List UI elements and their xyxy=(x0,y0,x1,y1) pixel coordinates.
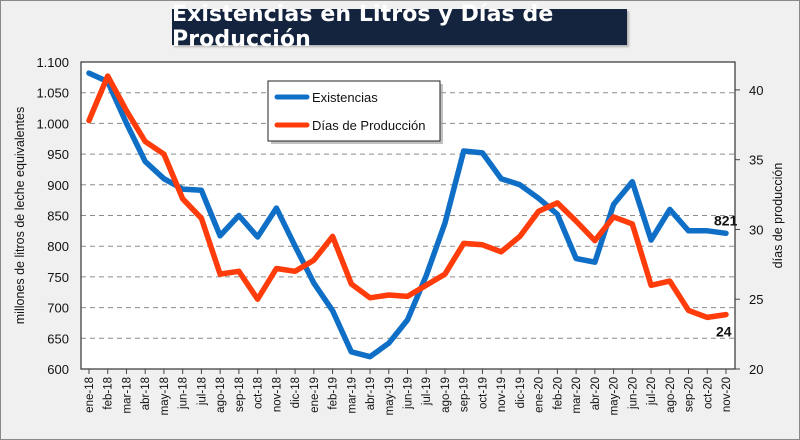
x-tick-label: abr-18 xyxy=(140,377,152,410)
x-tick-label: ago-18 xyxy=(215,377,227,413)
series-line-dias-produccion xyxy=(86,73,729,321)
x-tick-label: feb-19 xyxy=(328,377,340,410)
x-tick-label: sep-20 xyxy=(684,377,696,412)
x-tick-label: sep-19 xyxy=(459,377,471,412)
x-tick-label: jun-19 xyxy=(403,377,415,410)
x-tick-label: jul-19 xyxy=(421,377,433,406)
y-tick-label: 1.050 xyxy=(36,86,69,101)
x-tick-label: ago-19 xyxy=(440,377,452,413)
legend-label-existencias: Existencias xyxy=(312,90,378,105)
x-tick-label: jun-20 xyxy=(627,377,639,410)
x-tick-label: jun-18 xyxy=(178,377,190,410)
x-tick-label: sep-18 xyxy=(234,377,246,412)
x-tick-label: ene-20 xyxy=(534,377,546,413)
y2-tick-label: 35 xyxy=(749,153,763,168)
chart-title: Existencias en Litros y Días de Producci… xyxy=(172,2,554,52)
y-tick-label: 700 xyxy=(47,301,69,316)
y-tick-label: 750 xyxy=(47,270,69,285)
end-label-dias-produccion: 24 xyxy=(716,324,732,340)
x-tick-label: dic-18 xyxy=(290,377,302,408)
legend-label-dias-produccion: Días de Producción xyxy=(312,118,425,133)
x-tick-label: oct-19 xyxy=(477,377,489,409)
x-tick-label: ene-19 xyxy=(309,377,321,413)
y-axis-right: 20 25 30 35 40 xyxy=(735,83,763,377)
y-axis-left: 600 650 700 750 800 850 900 950 1.000 1.050 1.100 xyxy=(36,55,69,377)
end-label-existencias: 821 xyxy=(714,212,738,228)
x-tick-label: feb-20 xyxy=(552,377,564,410)
x-tick-label: abr-20 xyxy=(590,377,602,410)
y-tick-label: 900 xyxy=(47,178,69,193)
x-tick-label: nov-19 xyxy=(496,377,508,412)
x-tick-label: may-19 xyxy=(384,377,396,415)
y-axis-title: millones de litros de leche equivalentes xyxy=(13,107,27,325)
x-tick-label: ago-20 xyxy=(665,377,677,413)
x-tick-label: jul-18 xyxy=(196,377,208,406)
x-tick-label: jul-20 xyxy=(646,377,658,406)
x-tick-label: may-18 xyxy=(159,377,171,415)
y-tick-label: 950 xyxy=(47,147,69,162)
y2-tick-label: 30 xyxy=(749,222,763,237)
x-tick-label: feb-18 xyxy=(103,377,115,410)
x-tick-label: nov-18 xyxy=(271,377,283,412)
x-tick-label: oct-20 xyxy=(702,377,714,409)
y2-axis-title: días de producción xyxy=(771,163,785,269)
gridlines xyxy=(81,92,735,339)
x-tick-label: dic-19 xyxy=(515,377,527,408)
x-tick-label: abr-19 xyxy=(365,377,377,410)
series-lines xyxy=(86,70,729,360)
y-tick-label: 600 xyxy=(47,362,69,377)
y-tick-label: 850 xyxy=(47,209,69,224)
x-tick-label: nov-20 xyxy=(721,377,733,412)
x-tick-label: ene-18 xyxy=(84,377,96,413)
y2-tick-label: 25 xyxy=(749,292,763,307)
x-tick-label: may-20 xyxy=(609,377,621,415)
x-axis: ene-18 feb-18 mar-18 abr-18 may-18 jun-18 jul-… xyxy=(84,369,733,415)
y-tick-label: 1.000 xyxy=(36,116,69,131)
y2-tick-label: 40 xyxy=(749,83,763,98)
x-tick-label: oct-18 xyxy=(253,377,265,409)
x-tick-label: mar-20 xyxy=(571,377,583,413)
y-tick-label: 650 xyxy=(47,331,69,346)
y-tick-label: 1.100 xyxy=(36,55,69,70)
chart-title-box: Existencias en Litros y Días de Producci… xyxy=(172,2,627,52)
x-tick-label: mar-19 xyxy=(346,377,358,413)
y2-tick-label: 20 xyxy=(749,362,763,377)
y-tick-label: 800 xyxy=(47,239,69,254)
x-tick-label: mar-18 xyxy=(121,377,133,413)
series-line-existencias xyxy=(86,70,729,360)
legend: Existencias Días de Producción xyxy=(267,80,443,144)
